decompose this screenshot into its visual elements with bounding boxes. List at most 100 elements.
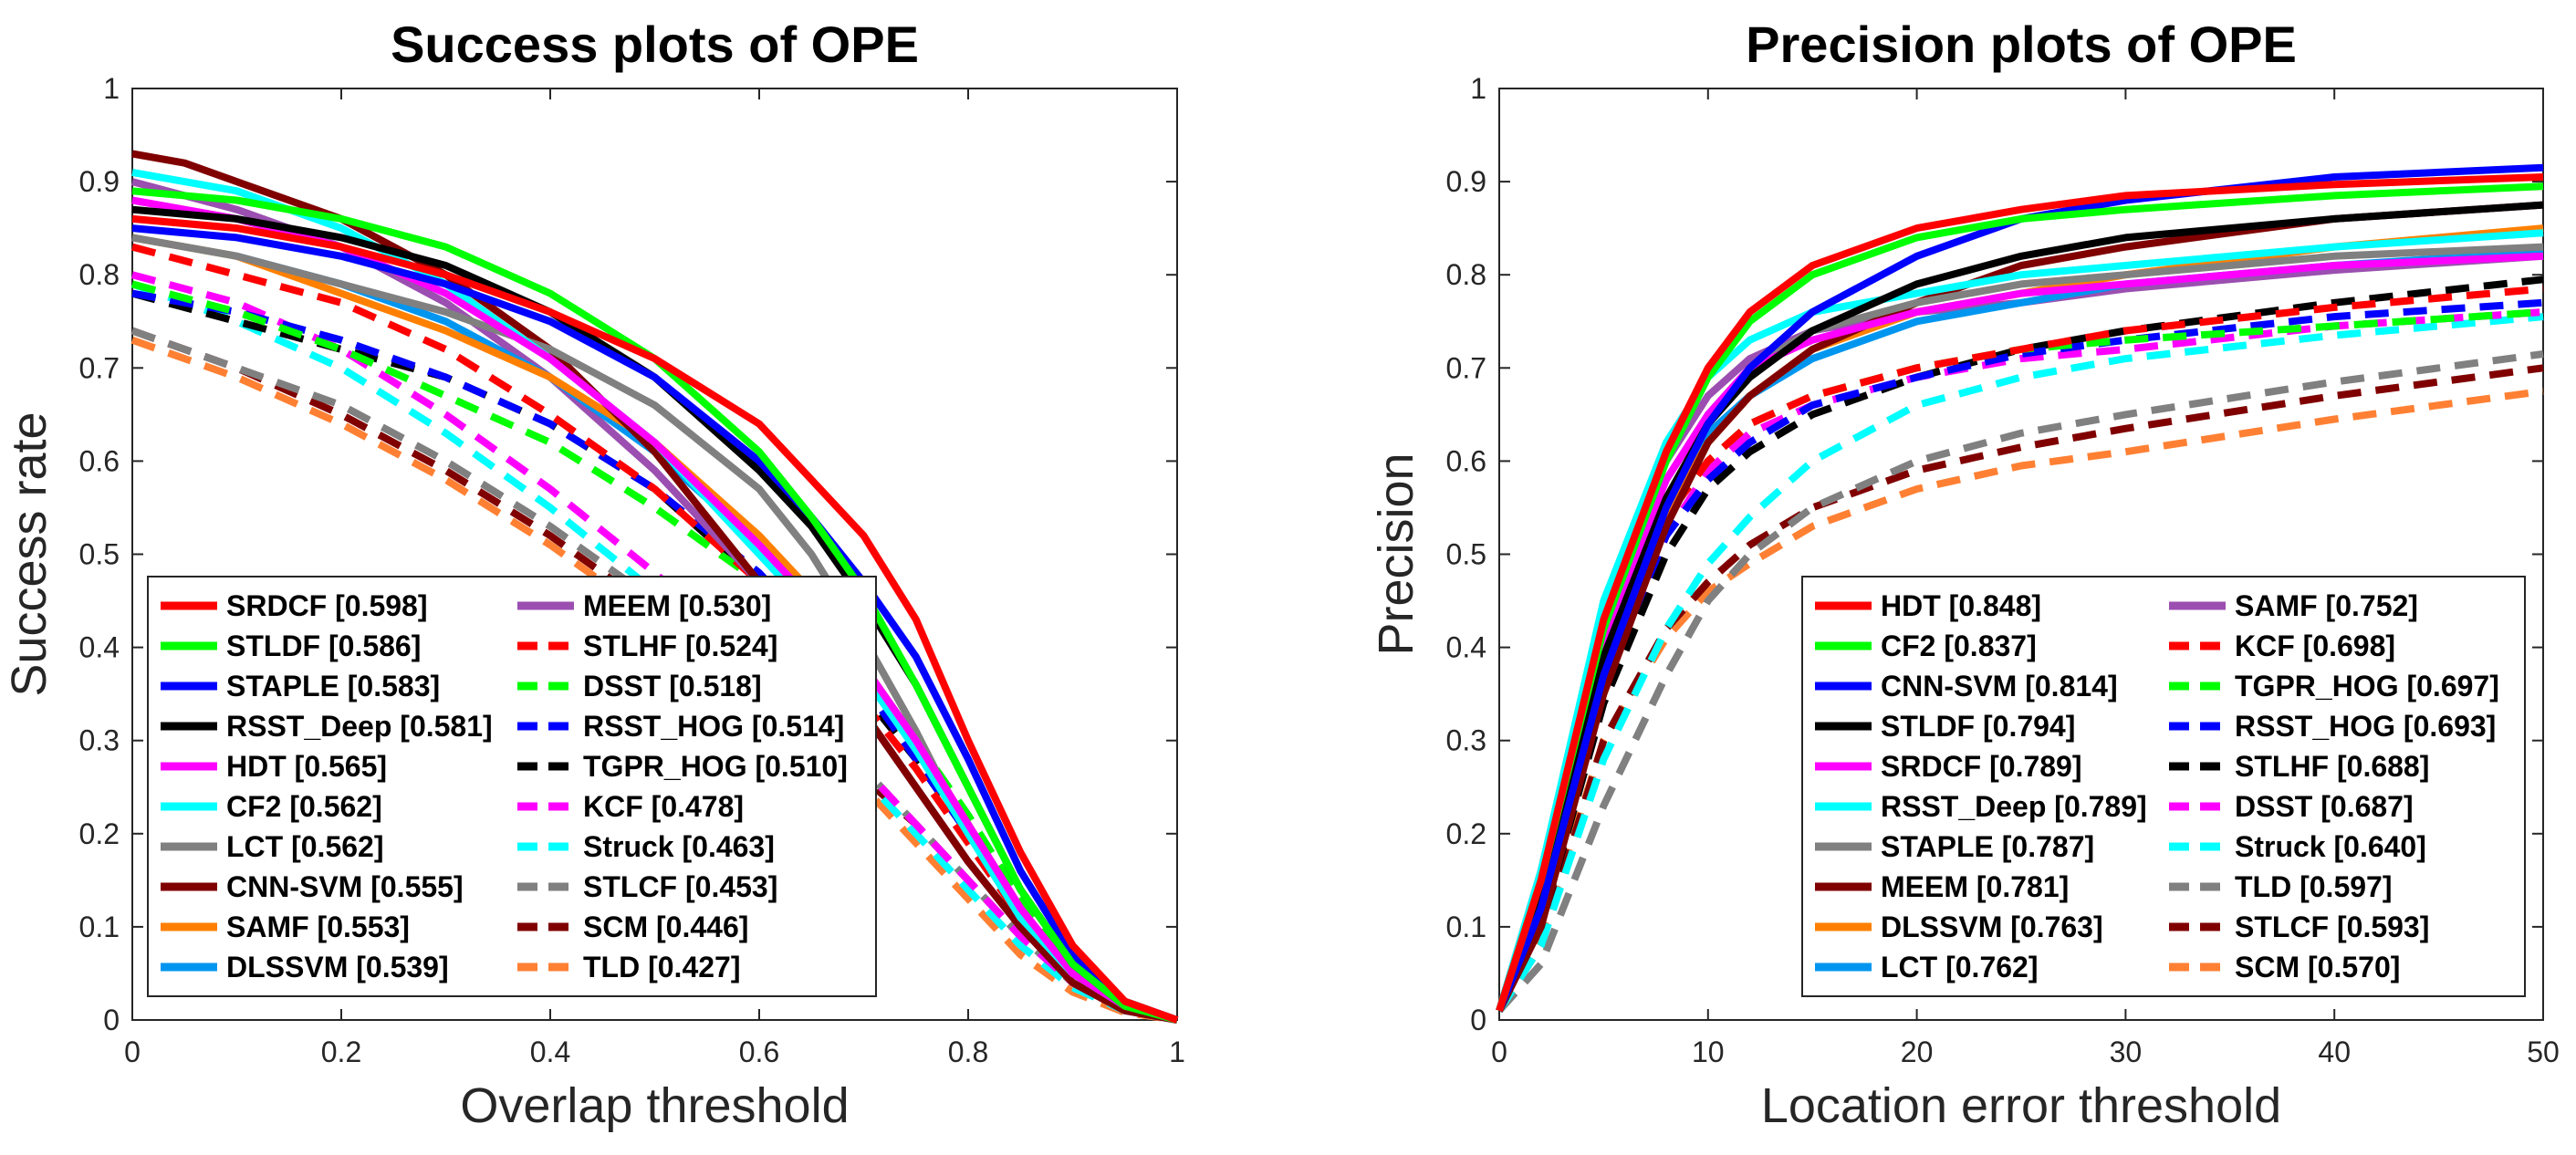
y-tick-label: 1: [103, 72, 120, 105]
y-tick-label: 0.1: [79, 910, 120, 943]
x-tick-label: 0.2: [321, 1035, 361, 1068]
series-line: [1496, 201, 2544, 1013]
y-tick-label: 0.4: [1446, 631, 1486, 664]
legend-label: SCM [0.570]: [2235, 951, 2400, 983]
series-line: [131, 214, 1179, 1024]
legend-label: RSST_Deep [0.789]: [1881, 790, 2147, 823]
x-tick-label: 0.8: [948, 1035, 988, 1068]
chart-title: Precision plots of OPE: [1746, 16, 2297, 73]
legend-label: SRDCF [0.598]: [226, 589, 428, 622]
series-lines: [1496, 163, 2544, 1014]
x-tick-label: 10: [1692, 1035, 1725, 1068]
series-line: [1496, 313, 2544, 1013]
legend-label: TLD [0.597]: [2235, 870, 2392, 903]
legend-label: STLDF [0.794]: [1881, 710, 2075, 743]
y-tick-label: 0.4: [79, 631, 120, 664]
legend-label: SAMF [0.553]: [226, 910, 410, 943]
y-tick-label: 0.9: [1446, 165, 1486, 198]
legend-label: LCT [0.762]: [1881, 951, 2038, 983]
legend-label: LCT [0.562]: [226, 830, 383, 863]
x-tick-label: 50: [2527, 1035, 2560, 1068]
legend-label: DLSSVM [0.763]: [1881, 910, 2103, 943]
y-tick-label: 1: [1470, 72, 1486, 105]
legend-label: STLHF [0.688]: [2235, 750, 2429, 783]
legend-label: HDT [0.565]: [226, 750, 387, 783]
legend-label: STLCF [0.593]: [2235, 910, 2429, 943]
legend-label: Struck [0.463]: [583, 830, 775, 863]
series-line: [1496, 364, 2544, 1013]
legend-label: MEEM [0.781]: [1881, 870, 2069, 903]
y-tick-label: 0.8: [1446, 258, 1486, 291]
y-tick-label: 0.2: [79, 817, 120, 850]
legend-label: CF2 [0.837]: [1881, 630, 2037, 662]
legend-label: RSST_HOG [0.514]: [583, 710, 844, 743]
x-tick-label: 0.4: [530, 1035, 570, 1068]
y-tick-label: 0.9: [79, 165, 120, 198]
legend-label: DSST [0.518]: [583, 670, 762, 702]
x-tick-label: 0: [124, 1035, 141, 1068]
legend-label: CF2 [0.562]: [226, 790, 382, 823]
y-tick-label: 0.2: [1446, 817, 1486, 850]
legend-label: STLCF [0.453]: [583, 870, 777, 903]
legend: HDT [0.848] CF2 [0.837] CNN-SVM [0.814] STL…: [1801, 576, 2526, 997]
series-line: [1496, 298, 2544, 1013]
x-tick-label: 40: [2318, 1035, 2351, 1068]
series-line: [131, 187, 1179, 1024]
y-tick-label: 0.8: [79, 258, 120, 291]
y-tick-label: 0.3: [1446, 724, 1486, 757]
x-tick-label: 20: [1901, 1035, 1934, 1068]
legend-label: KCF [0.698]: [2235, 630, 2395, 662]
legend-label: RSST_Deep [0.581]: [226, 710, 493, 743]
legend-label: STAPLE [0.787]: [1881, 830, 2094, 863]
legend-label: SCM [0.446]: [583, 910, 748, 943]
legend-label: DSST [0.687]: [2235, 790, 2414, 823]
x-tick-label: 30: [2110, 1035, 2143, 1068]
y-tick-label: 0.1: [1446, 910, 1486, 943]
y-axis-label: Success rate: [2, 411, 57, 696]
legend-label: TGPR_HOG [0.510]: [583, 750, 848, 783]
series-line: [1496, 201, 2544, 1013]
legend-box: [1801, 576, 2526, 997]
y-tick-label: 0: [103, 1004, 120, 1036]
precision-plot: Precision plots of OPE 0 10 20 30 40 50 0 0.1 0.2…: [1369, 16, 2560, 1133]
series-line: [1496, 229, 2544, 1012]
y-tick-label: 0.5: [1446, 538, 1486, 571]
legend-box: [147, 576, 877, 997]
y-tick-label: 0.3: [79, 724, 120, 757]
x-tick-label: 0.6: [739, 1035, 779, 1068]
y-tick-label: 0: [1470, 1004, 1486, 1036]
x-tick-label: 0: [1491, 1035, 1507, 1068]
chart-title: Success plots of OPE: [391, 16, 919, 73]
x-tick-label: 1: [1169, 1035, 1185, 1068]
legend: SRDCF [0.598] STLDF [0.586] STAPLE [0.583]…: [147, 576, 877, 997]
y-tick-label: 0.5: [79, 538, 120, 571]
legend-label: TGPR_HOG [0.697]: [2235, 670, 2499, 702]
series-line: [1497, 350, 2544, 1014]
legend-label: Struck [0.640]: [2235, 830, 2426, 863]
legend-label: DLSSVM [0.539]: [226, 951, 449, 983]
legend-label: CNN-SVM [0.555]: [226, 870, 464, 903]
legend-label: RSST_HOG [0.693]: [2235, 710, 2496, 743]
legend-label: STLDF [0.586]: [226, 630, 421, 662]
y-tick-label: 0.7: [79, 351, 120, 384]
x-axis-label: Location error threshold: [1761, 1078, 2281, 1133]
y-tick-label: 0.7: [1446, 351, 1486, 384]
legend-label: KCF [0.478]: [583, 790, 744, 823]
legend-label: STAPLE [0.583]: [226, 670, 440, 702]
series-line: [1496, 173, 2544, 1013]
series-line: [1496, 387, 2544, 1013]
legend-label: MEEM [0.530]: [583, 589, 771, 622]
legend-label: CNN-SVM [0.814]: [1881, 670, 2118, 702]
legend-label: SRDCF [0.789]: [1881, 750, 2082, 783]
success-plot: Success plots of OPE 0 0.2 0.4 0.6 0.8 1 0 0.1 0.…: [2, 16, 1185, 1133]
y-tick-label: 0.6: [1446, 444, 1486, 477]
y-axis-label: Precision: [1369, 453, 1424, 655]
y-tick-label: 0.6: [79, 444, 120, 477]
legend-label: HDT [0.848]: [1881, 589, 2041, 622]
legend-label: SAMF [0.752]: [2235, 589, 2418, 622]
legend-label: TLD [0.427]: [583, 951, 740, 983]
legend-label: STLHF [0.524]: [583, 630, 777, 662]
x-axis-label: Overlap threshold: [460, 1078, 849, 1133]
series-line: [1496, 308, 2544, 1013]
